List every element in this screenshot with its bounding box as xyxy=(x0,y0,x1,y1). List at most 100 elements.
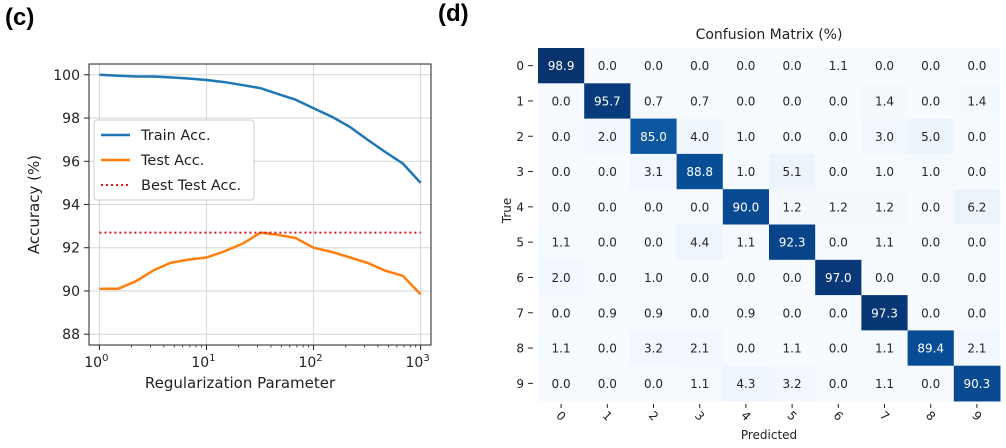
heatmap-cell xyxy=(538,224,585,261)
heatmap-cell xyxy=(630,365,678,402)
heatmap-cell-value: 0.0 xyxy=(829,236,848,250)
heatmap-cell-value: 1.1 xyxy=(875,377,894,391)
heatmap-cell xyxy=(584,153,631,190)
heatmap-cell xyxy=(538,330,585,367)
series-line-1 xyxy=(99,73,422,184)
heatmap-cell xyxy=(538,118,585,155)
heatmap-cell xyxy=(815,153,862,190)
col-tick-label-8: 8 xyxy=(923,408,938,423)
heatmap-cell-value: 90.3 xyxy=(964,377,991,391)
heatmap-cell xyxy=(907,259,955,296)
heatmap-cell-value: 0.0 xyxy=(967,271,986,285)
heatmap-cell xyxy=(676,48,724,84)
heatmap-cell xyxy=(722,118,770,155)
heatmap-cell xyxy=(815,189,862,225)
heatmap-cell xyxy=(907,365,955,402)
heatmap-cell-value: 0.0 xyxy=(875,59,894,73)
heatmap-cell-value: 0.0 xyxy=(921,306,940,320)
heatmap-cell-value: 0.0 xyxy=(736,94,755,108)
heatmap-cell xyxy=(861,295,909,331)
heatmap-cell-value: 0.0 xyxy=(690,59,709,73)
x-tick-label-1: 100 xyxy=(84,353,108,371)
legend-label-3: Best Test Acc. xyxy=(141,178,241,194)
heatmap-cell-value: 0.0 xyxy=(783,59,802,73)
heatmap-cell-value: 4.4 xyxy=(690,236,709,250)
heatmap-cell-value: 0.9 xyxy=(644,306,663,320)
heatmap-cell-value: 1.1 xyxy=(829,59,848,73)
heatmap-cell-value: 0.0 xyxy=(552,165,571,179)
heatmap-cell xyxy=(907,189,955,225)
heatmap-cell xyxy=(907,330,955,367)
heatmap-cell-value: 0.0 xyxy=(552,94,571,108)
heatmap-cell xyxy=(630,48,678,84)
heatmap-cell xyxy=(815,330,862,367)
heatmap-cell-value: 97.3 xyxy=(871,306,898,320)
heatmap-cell-value: 0.9 xyxy=(598,306,617,320)
heatmap-cell xyxy=(722,224,770,261)
row-tick-label-2: 2 xyxy=(516,130,524,144)
x-axis-label: Predicted xyxy=(741,428,797,442)
heatmap-cell xyxy=(953,83,1001,120)
heatmap-cell xyxy=(630,153,678,190)
heatmap-cell xyxy=(953,189,1001,225)
row-tick-label-7: 7 xyxy=(516,306,524,320)
heatmap-cell xyxy=(907,118,955,155)
heatmap-cell-value: 1.0 xyxy=(875,165,894,179)
heatmap-title: Confusion Matrix (%) xyxy=(696,27,843,43)
heatmap-cell xyxy=(907,48,955,84)
heatmap-cell xyxy=(722,153,770,190)
heatmap-cell xyxy=(907,224,955,261)
heatmap-cell-value: 0.0 xyxy=(967,130,986,144)
heatmap-cell xyxy=(676,189,724,225)
heatmap-cell-value: 1.2 xyxy=(783,200,802,214)
heatmap-cell-value: 0.0 xyxy=(967,165,986,179)
row-tick-label-6: 6 xyxy=(516,271,524,285)
heatmap-cell xyxy=(815,118,862,155)
heatmap-cell-value: 4.3 xyxy=(736,377,755,391)
heatmap-cell xyxy=(953,295,1001,331)
heatmap-cell xyxy=(815,83,862,120)
col-tick-label-3: 3 xyxy=(692,408,707,423)
heatmap-cell xyxy=(584,259,631,296)
heatmap-cell xyxy=(815,365,862,402)
heatmap-cell xyxy=(676,118,724,155)
y-axis-label: Accuracy (%) xyxy=(25,155,43,254)
heatmap-cell xyxy=(630,295,678,331)
heatmap-cell-value: 0.0 xyxy=(644,59,663,73)
row-tick-label-9: 9 xyxy=(516,377,524,391)
heatmap-cell-value: 0.0 xyxy=(736,59,755,73)
heatmap-cell-value: 1.1 xyxy=(875,342,894,356)
col-tick-label-5: 5 xyxy=(784,408,799,423)
heatmap-cell xyxy=(538,48,585,84)
y-tick-label-1: 88 xyxy=(62,327,80,343)
heatmap-cell-value: 0.0 xyxy=(552,130,571,144)
heatmap-cell xyxy=(953,259,1001,296)
heatmap-cell xyxy=(769,259,816,296)
col-tick-label-9: 9 xyxy=(969,408,984,423)
heatmap-cell xyxy=(584,48,631,84)
heatmap-cell xyxy=(907,83,955,120)
heatmap-cell xyxy=(676,224,724,261)
heatmap-cell xyxy=(676,295,724,331)
row-tick-label-1: 1 xyxy=(516,94,524,108)
heatmap-cell-value: 0.7 xyxy=(644,94,663,108)
heatmap-cell-value: 1.4 xyxy=(875,94,894,108)
heatmap-cell xyxy=(630,118,678,155)
heatmap-cell-value: 0.0 xyxy=(552,306,571,320)
heatmap-cell xyxy=(722,365,770,402)
row-tick-label-3: 3 xyxy=(516,165,524,179)
heatmap-cell-value: 1.2 xyxy=(829,200,848,214)
heatmap-cell-value: 0.0 xyxy=(967,306,986,320)
heatmap-cell xyxy=(861,330,909,367)
heatmap-cell-value: 0.7 xyxy=(690,94,709,108)
heatmap-cell-value: 0.9 xyxy=(736,306,755,320)
heatmap-cell-value: 0.0 xyxy=(783,94,802,108)
heatmap-cell-value: 0.0 xyxy=(829,165,848,179)
x-tick-label-2: 101 xyxy=(191,353,215,371)
panel-label-d: (d) xyxy=(438,0,469,27)
heatmap-cell-value: 0.0 xyxy=(921,94,940,108)
heatmap-cell-value: 1.1 xyxy=(875,236,894,250)
heatmap-cell-value: 0.0 xyxy=(736,271,755,285)
heatmap-cell xyxy=(722,189,770,225)
heatmap-cell xyxy=(538,295,585,331)
